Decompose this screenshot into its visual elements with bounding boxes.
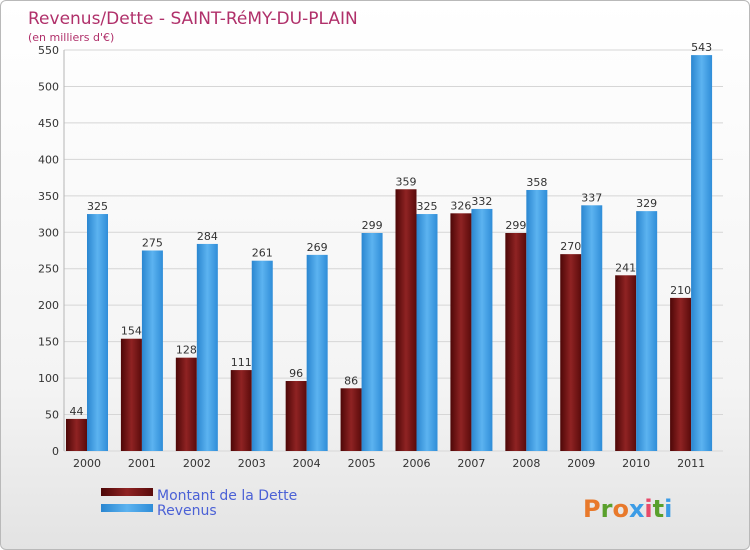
legend-label-dette: Montant de la Dette (157, 488, 297, 504)
logo-letter: o (612, 495, 629, 523)
y-tick-label: 100 (38, 372, 59, 385)
data-label-revenus-2003: 261 (252, 247, 273, 260)
data-label-dette-2011: 210 (670, 284, 691, 297)
x-tick-label: 2003 (238, 457, 266, 470)
bar-dette-2003 (230, 370, 252, 451)
data-label-revenus-2007: 332 (471, 195, 492, 208)
data-label-dette-2004: 96 (289, 367, 303, 380)
logo-letter: i (664, 495, 672, 523)
x-tick-label: 2010 (622, 457, 650, 470)
legend-swatch-revenus (101, 504, 153, 512)
data-label-revenus-2006: 325 (417, 200, 438, 213)
bar-dette-2002 (175, 357, 197, 451)
y-tick-label: 50 (45, 409, 59, 422)
logo-letter: P (583, 495, 601, 523)
bar-dette-2000 (66, 418, 87, 451)
legend: Montant de la Dette Revenus (101, 488, 297, 519)
bar-revenus-2001 (141, 250, 163, 451)
y-tick-label: 500 (38, 80, 59, 93)
data-label-revenus-2005: 299 (362, 219, 383, 232)
grid-lines (63, 49, 723, 452)
bar-revenus-2006 (416, 214, 438, 451)
data-label-revenus-2004: 269 (307, 241, 328, 254)
bar-dette-2008 (505, 233, 527, 451)
y-tick-label: 300 (38, 226, 59, 239)
data-label-dette-2002: 128 (176, 344, 197, 357)
data-label-revenus-2010: 329 (636, 197, 657, 210)
bar-dette-2005 (340, 388, 362, 451)
bar-revenus-2002 (196, 243, 218, 451)
data-label-dette-2006: 359 (396, 175, 417, 188)
chart-title: Revenus/Dette - SAINT-RéMY-DU-PLAIN (28, 9, 358, 29)
x-tick-label: 2006 (403, 457, 431, 470)
data-label-dette-2009: 270 (560, 240, 581, 253)
bar-dette-2007 (450, 213, 472, 451)
y-axis-ticks: 0 50 100 150 200 250 300 350 400 450 500 550 (38, 44, 59, 458)
logo-letter: r (601, 495, 613, 523)
bar-dette-2004 (285, 381, 307, 451)
x-axis-ticks: 2000 2001 2002 2003 2004 2005 2006 2007 2008 2009… (73, 457, 705, 470)
data-label-dette-2000: 44 (70, 405, 84, 418)
bar-dette-2001 (120, 338, 142, 451)
y-tick-label: 400 (38, 153, 59, 166)
x-tick-label: 2007 (457, 457, 485, 470)
proxiti-logo: Proxiti (583, 495, 672, 523)
legend-label-revenus: Revenus (157, 503, 217, 519)
data-label-revenus-2009: 337 (581, 191, 602, 204)
bar-revenus-2007 (471, 208, 493, 451)
x-tick-label: 2008 (512, 457, 540, 470)
bar-dette-2011 (670, 297, 692, 451)
chart-subtitle: (en milliers d'€) (28, 31, 114, 44)
bar-dette-2006 (395, 189, 417, 452)
bar-revenus-2005 (361, 233, 383, 451)
y-tick-label: 150 (38, 336, 59, 349)
bar-revenus-2008 (526, 189, 548, 451)
x-tick-label: 2000 (73, 457, 101, 470)
y-tick-label: 550 (38, 44, 59, 57)
logo-letter: t (653, 495, 664, 523)
data-label-revenus-2002: 284 (197, 230, 218, 243)
bar-revenus-2000 (87, 214, 108, 451)
x-tick-label: 2004 (293, 457, 321, 470)
x-tick-label: 2001 (128, 457, 156, 470)
bar-revenus-2004 (306, 254, 328, 451)
legend-swatch-dette (101, 488, 153, 496)
bar-revenus-2010 (636, 211, 658, 451)
bar-revenus-2003 (251, 260, 273, 451)
bar-dette-2010 (615, 275, 637, 451)
x-tick-label: 2002 (183, 457, 211, 470)
data-label-dette-2005: 86 (344, 374, 358, 387)
data-label-revenus-2008: 358 (526, 176, 547, 189)
bar-revenus-2011 (691, 55, 713, 451)
bar-revenus-2009 (581, 205, 603, 451)
data-label-dette-2003: 111 (231, 356, 252, 369)
data-label-revenus-2001: 275 (142, 237, 163, 250)
data-label-dette-2007: 326 (450, 199, 471, 212)
bars-group (66, 55, 713, 452)
data-label-dette-2010: 241 (615, 261, 636, 274)
data-label-dette-2008: 299 (505, 219, 526, 232)
x-tick-label: 2009 (567, 457, 595, 470)
data-label-dette-2001: 154 (121, 325, 142, 338)
y-tick-label: 350 (38, 190, 59, 203)
x-tick-label: 2005 (348, 457, 376, 470)
y-tick-label: 200 (38, 299, 59, 312)
logo-letter: x (629, 495, 645, 523)
x-tick-label: 2011 (677, 457, 705, 470)
bar-dette-2009 (560, 254, 582, 451)
y-tick-label: 450 (38, 117, 59, 130)
y-tick-label: 0 (52, 445, 59, 458)
y-tick-label: 250 (38, 263, 59, 276)
data-label-revenus-2011: 543 (691, 41, 712, 54)
data-label-revenus-2000: 325 (87, 200, 108, 213)
logo-letter: i (644, 495, 652, 523)
